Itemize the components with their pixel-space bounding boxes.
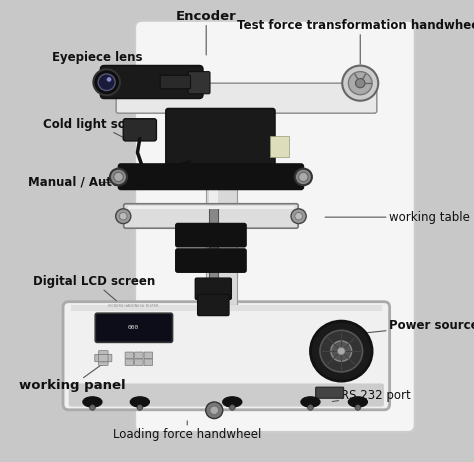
FancyBboxPatch shape — [99, 354, 108, 362]
Text: Digital LCD screen: Digital LCD screen — [33, 275, 155, 301]
Text: Manual / Auto Turret: Manual / Auto Turret — [28, 176, 165, 189]
Circle shape — [93, 69, 120, 95]
Bar — [270, 136, 289, 157]
Text: Test force transformation handwheel: Test force transformation handwheel — [237, 19, 474, 64]
FancyBboxPatch shape — [63, 302, 390, 410]
FancyBboxPatch shape — [95, 313, 173, 342]
FancyBboxPatch shape — [176, 224, 246, 247]
Text: working panel: working panel — [19, 365, 126, 392]
Circle shape — [210, 406, 219, 414]
Circle shape — [295, 213, 302, 220]
Text: Cold light source: Cold light source — [43, 118, 155, 137]
FancyBboxPatch shape — [95, 354, 104, 362]
FancyBboxPatch shape — [316, 387, 344, 398]
Circle shape — [116, 209, 131, 224]
Circle shape — [310, 321, 372, 381]
Text: Eyepiece lens: Eyepiece lens — [52, 51, 143, 79]
FancyBboxPatch shape — [123, 119, 156, 141]
Circle shape — [119, 213, 127, 220]
Circle shape — [90, 405, 95, 410]
FancyBboxPatch shape — [166, 109, 275, 166]
Circle shape — [98, 74, 115, 91]
Circle shape — [229, 405, 235, 410]
Circle shape — [114, 172, 123, 182]
FancyBboxPatch shape — [102, 354, 112, 362]
Text: working table: working table — [325, 211, 470, 224]
FancyBboxPatch shape — [188, 72, 210, 94]
FancyBboxPatch shape — [135, 359, 143, 365]
Circle shape — [308, 405, 313, 410]
Bar — [209, 206, 218, 286]
FancyBboxPatch shape — [198, 294, 229, 316]
FancyBboxPatch shape — [99, 351, 108, 358]
Text: Loading force handwheel: Loading force handwheel — [113, 421, 262, 441]
Bar — [71, 305, 382, 311]
Circle shape — [320, 330, 363, 372]
Ellipse shape — [301, 397, 320, 407]
FancyBboxPatch shape — [100, 66, 203, 98]
Text: Encoder: Encoder — [176, 10, 237, 55]
FancyBboxPatch shape — [144, 359, 153, 365]
Text: 000: 000 — [128, 325, 139, 330]
FancyBboxPatch shape — [99, 358, 108, 365]
Circle shape — [348, 72, 372, 95]
Bar — [128, 206, 294, 209]
Ellipse shape — [83, 397, 102, 407]
Bar — [209, 113, 218, 303]
FancyBboxPatch shape — [116, 83, 377, 113]
Bar — [206, 111, 237, 305]
FancyBboxPatch shape — [125, 359, 134, 365]
Circle shape — [355, 405, 361, 410]
Circle shape — [299, 172, 308, 182]
Circle shape — [342, 66, 378, 101]
Bar — [123, 109, 370, 113]
FancyBboxPatch shape — [135, 21, 415, 432]
Circle shape — [295, 169, 312, 185]
Circle shape — [110, 169, 127, 185]
Circle shape — [356, 79, 365, 88]
Circle shape — [331, 341, 352, 361]
FancyBboxPatch shape — [176, 249, 246, 272]
FancyBboxPatch shape — [144, 352, 153, 359]
Circle shape — [291, 209, 306, 224]
FancyBboxPatch shape — [69, 383, 384, 407]
Text: Power source: Power source — [349, 319, 474, 334]
Ellipse shape — [348, 397, 367, 407]
Text: RS 232 port: RS 232 port — [332, 389, 411, 401]
Circle shape — [337, 347, 345, 355]
FancyBboxPatch shape — [135, 352, 143, 359]
FancyBboxPatch shape — [160, 75, 191, 89]
Circle shape — [206, 402, 223, 419]
FancyBboxPatch shape — [118, 164, 303, 189]
Ellipse shape — [130, 397, 149, 407]
FancyBboxPatch shape — [125, 352, 134, 359]
FancyBboxPatch shape — [195, 278, 231, 299]
Ellipse shape — [223, 397, 242, 407]
Circle shape — [107, 77, 111, 82]
FancyBboxPatch shape — [124, 204, 298, 228]
Text: VICKERS HARDNESS TESTER: VICKERS HARDNESS TESTER — [109, 304, 159, 308]
Circle shape — [137, 405, 143, 410]
